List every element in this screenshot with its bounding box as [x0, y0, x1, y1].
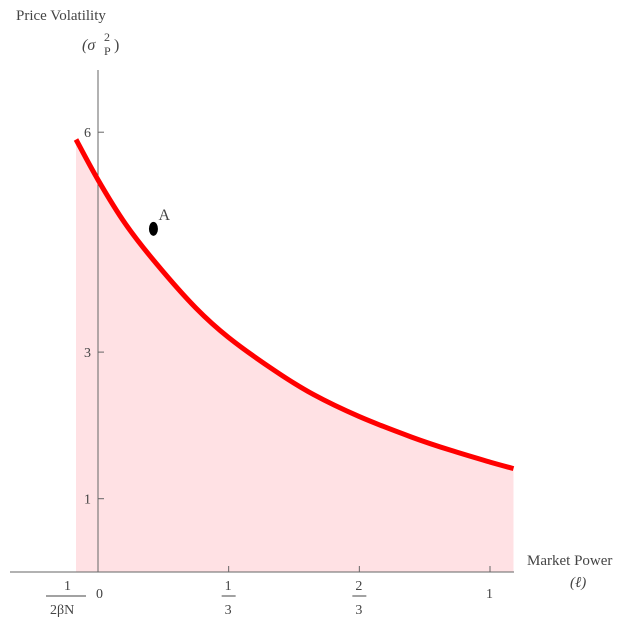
x-tick-left-den: 2βN	[50, 603, 74, 618]
x-tick-label: 1	[486, 587, 493, 602]
y-axis-symbol: (σ	[82, 37, 96, 54]
x-tick-label-den: 3	[225, 603, 232, 618]
x-tick-label-num: 1	[225, 579, 232, 594]
x-tick-label-num: 2	[355, 579, 362, 594]
x-tick-labels: 1 3 2 3 1	[221, 579, 493, 618]
x-tick-label-den: 3	[355, 603, 362, 618]
y-tick-labels: 1 3 6	[84, 126, 91, 508]
x-tick-left-num: 1	[64, 579, 71, 594]
y-tick-label: 6	[84, 126, 91, 141]
tick-marks	[98, 131, 491, 572]
y-axis-symbol-sub: P	[104, 44, 111, 58]
x-tick-left: 1 2βN	[46, 579, 86, 618]
y-axis-label: Price Volatility	[16, 8, 106, 24]
y-axis-symbol-sup: 2	[104, 30, 110, 44]
volatility-curve	[73, 138, 515, 472]
y-tick-label: 3	[84, 346, 91, 361]
shaded-area	[76, 139, 514, 572]
x-axis-label: Market Power	[527, 553, 612, 569]
point-a-marker	[148, 221, 158, 236]
y-tick-label: 1	[84, 493, 91, 508]
point-a-label: A	[158, 207, 170, 224]
y-axis-symbol-close: )	[114, 37, 119, 54]
x-tick-zero: 0	[96, 587, 103, 602]
x-axis-symbol: (ℓ)	[570, 575, 586, 591]
y-axis-symbol-sigma: (σ	[82, 37, 96, 54]
